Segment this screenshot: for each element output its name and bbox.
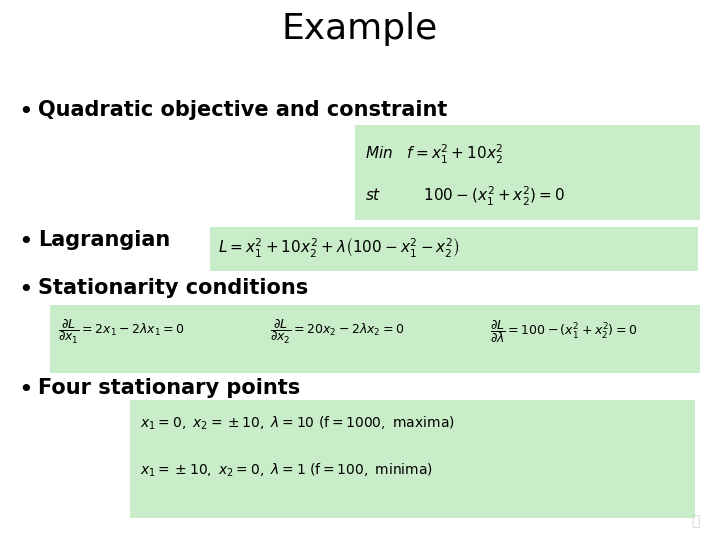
Text: 🔊: 🔊 — [692, 514, 700, 528]
Text: Stationarity conditions: Stationarity conditions — [38, 278, 308, 298]
Text: •: • — [18, 230, 32, 254]
Text: •: • — [18, 378, 32, 402]
Text: $\mathit{st}\qquad\quad 100-(x_1^2+x_2^2)=0$: $\mathit{st}\qquad\quad 100-(x_1^2+x_2^2… — [365, 185, 565, 208]
Text: $\dfrac{\partial L}{\partial x_1} = 2x_1 - 2\lambda x_1 = 0$: $\dfrac{\partial L}{\partial x_1} = 2x_1… — [58, 318, 184, 346]
FancyBboxPatch shape — [355, 125, 700, 220]
Text: Example: Example — [282, 12, 438, 46]
FancyBboxPatch shape — [210, 227, 698, 271]
Text: •: • — [18, 278, 32, 302]
Text: Four stationary points: Four stationary points — [38, 378, 300, 398]
FancyBboxPatch shape — [50, 305, 700, 373]
Text: $\mathit{Min}\quad f = x_1^2 + 10x_2^2$: $\mathit{Min}\quad f = x_1^2 + 10x_2^2$ — [365, 143, 503, 166]
FancyBboxPatch shape — [130, 400, 695, 518]
Text: $L = x_1^2 + 10x_2^2 + \lambda\left(100 - x_1^2 - x_2^2\right)$: $L = x_1^2 + 10x_2^2 + \lambda\left(100 … — [218, 237, 460, 260]
Text: •: • — [18, 100, 32, 124]
Text: Quadratic objective and constraint: Quadratic objective and constraint — [38, 100, 447, 120]
Text: $\dfrac{\partial L}{\partial \lambda} = 100-(x_1^2+x_2^2)=0$: $\dfrac{\partial L}{\partial \lambda} = … — [490, 318, 637, 345]
Text: Lagrangian: Lagrangian — [38, 230, 170, 250]
Text: $x_1 = 0,\ x_2 = \pm 10,\ \lambda = 10\ \mathrm{(f{=}1000,\ maxima)}$: $x_1 = 0,\ x_2 = \pm 10,\ \lambda = 10\ … — [140, 415, 455, 433]
Text: $x_1 = \pm 10,\ x_2 = 0,\ \lambda = 1\ \mathrm{(f{=}100,\ minima)}$: $x_1 = \pm 10,\ x_2 = 0,\ \lambda = 1\ \… — [140, 462, 433, 480]
Text: $\dfrac{\partial L}{\partial x_2} = 20x_2 - 2\lambda x_2 = 0$: $\dfrac{\partial L}{\partial x_2} = 20x_… — [270, 318, 405, 346]
